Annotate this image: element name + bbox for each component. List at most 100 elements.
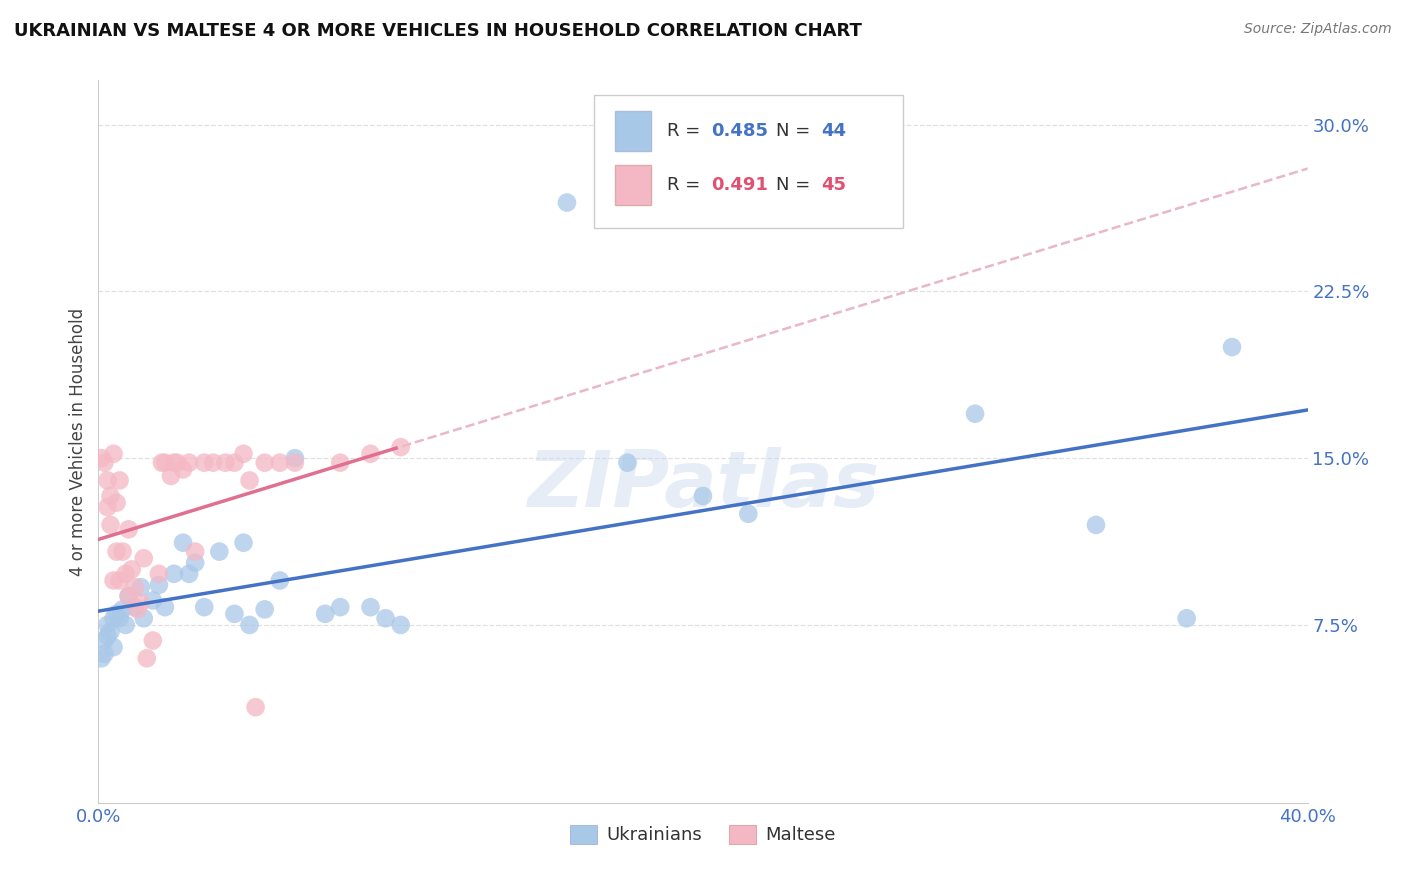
Point xyxy=(108,474,131,488)
Point xyxy=(148,578,170,592)
Point xyxy=(214,456,236,470)
Point xyxy=(105,496,128,510)
Point xyxy=(1085,517,1108,532)
Point xyxy=(239,618,262,632)
Point xyxy=(100,624,122,639)
Point xyxy=(108,574,131,588)
Point xyxy=(103,447,125,461)
Point xyxy=(103,611,125,625)
Point xyxy=(93,633,115,648)
Point xyxy=(132,611,155,625)
Text: R =: R = xyxy=(666,122,706,140)
Text: R =: R = xyxy=(666,176,706,194)
Point xyxy=(253,602,276,616)
Point xyxy=(239,474,262,488)
Point xyxy=(129,580,152,594)
Point xyxy=(184,556,207,570)
Point xyxy=(253,456,276,470)
Point xyxy=(232,535,254,549)
Point xyxy=(329,600,352,615)
Text: 0.491: 0.491 xyxy=(711,176,768,194)
Point xyxy=(737,507,759,521)
Point xyxy=(103,640,125,655)
Point xyxy=(160,469,183,483)
Bar xyxy=(614,111,651,151)
Point xyxy=(118,589,141,603)
Point xyxy=(284,451,307,466)
Point xyxy=(111,602,134,616)
Point xyxy=(96,629,118,643)
Point xyxy=(93,647,115,661)
Text: N =: N = xyxy=(776,176,815,194)
FancyBboxPatch shape xyxy=(595,95,903,228)
Point xyxy=(124,580,146,594)
Point xyxy=(202,456,225,470)
Point xyxy=(100,489,122,503)
Point xyxy=(118,522,141,536)
Point xyxy=(127,602,149,616)
Point xyxy=(616,456,638,470)
Point xyxy=(105,544,128,558)
Point xyxy=(208,544,231,558)
Point xyxy=(142,633,165,648)
Point xyxy=(166,456,188,470)
Point xyxy=(179,456,201,470)
Point xyxy=(121,562,143,576)
Point xyxy=(389,618,412,632)
Point xyxy=(269,456,291,470)
Point xyxy=(150,456,173,470)
Point xyxy=(129,596,152,610)
Point xyxy=(172,462,194,476)
Text: Source: ZipAtlas.com: Source: ZipAtlas.com xyxy=(1244,22,1392,37)
Point xyxy=(132,551,155,566)
Text: 44: 44 xyxy=(821,122,846,140)
Text: N =: N = xyxy=(776,122,815,140)
Point xyxy=(90,451,112,466)
Point xyxy=(148,566,170,581)
Point xyxy=(108,611,131,625)
Point xyxy=(284,456,307,470)
Point xyxy=(374,611,396,625)
Point xyxy=(224,607,246,621)
Point xyxy=(114,618,136,632)
Point xyxy=(124,600,146,615)
Point xyxy=(142,593,165,607)
Point xyxy=(93,456,115,470)
Text: 0.485: 0.485 xyxy=(711,122,769,140)
Point xyxy=(179,566,201,581)
Point xyxy=(153,600,176,615)
Point xyxy=(96,474,118,488)
Legend: Ukrainians, Maltese: Ukrainians, Maltese xyxy=(562,818,844,852)
Point xyxy=(163,456,186,470)
Y-axis label: 4 or more Vehicles in Household: 4 or more Vehicles in Household xyxy=(69,308,87,575)
Point xyxy=(135,651,157,665)
Point xyxy=(389,440,412,454)
Point xyxy=(1175,611,1198,625)
Point xyxy=(232,447,254,461)
Point xyxy=(105,607,128,621)
Point xyxy=(1220,340,1243,354)
Point xyxy=(103,574,125,588)
Point xyxy=(90,651,112,665)
Point xyxy=(114,566,136,581)
Point xyxy=(96,618,118,632)
Point xyxy=(193,456,215,470)
Point xyxy=(314,607,336,621)
Point xyxy=(360,447,382,461)
Point xyxy=(184,544,207,558)
Point xyxy=(163,566,186,581)
Text: ZIPatlas: ZIPatlas xyxy=(527,447,879,523)
Point xyxy=(100,517,122,532)
Point xyxy=(965,407,987,421)
Point xyxy=(269,574,291,588)
Point xyxy=(96,500,118,515)
Point xyxy=(224,456,246,470)
Text: UKRAINIAN VS MALTESE 4 OR MORE VEHICLES IN HOUSEHOLD CORRELATION CHART: UKRAINIAN VS MALTESE 4 OR MORE VEHICLES … xyxy=(14,22,862,40)
Point xyxy=(692,489,714,503)
Point xyxy=(245,700,267,714)
Point xyxy=(111,544,134,558)
Point xyxy=(118,589,141,603)
Point xyxy=(329,456,352,470)
Text: 45: 45 xyxy=(821,176,846,194)
Point xyxy=(193,600,215,615)
